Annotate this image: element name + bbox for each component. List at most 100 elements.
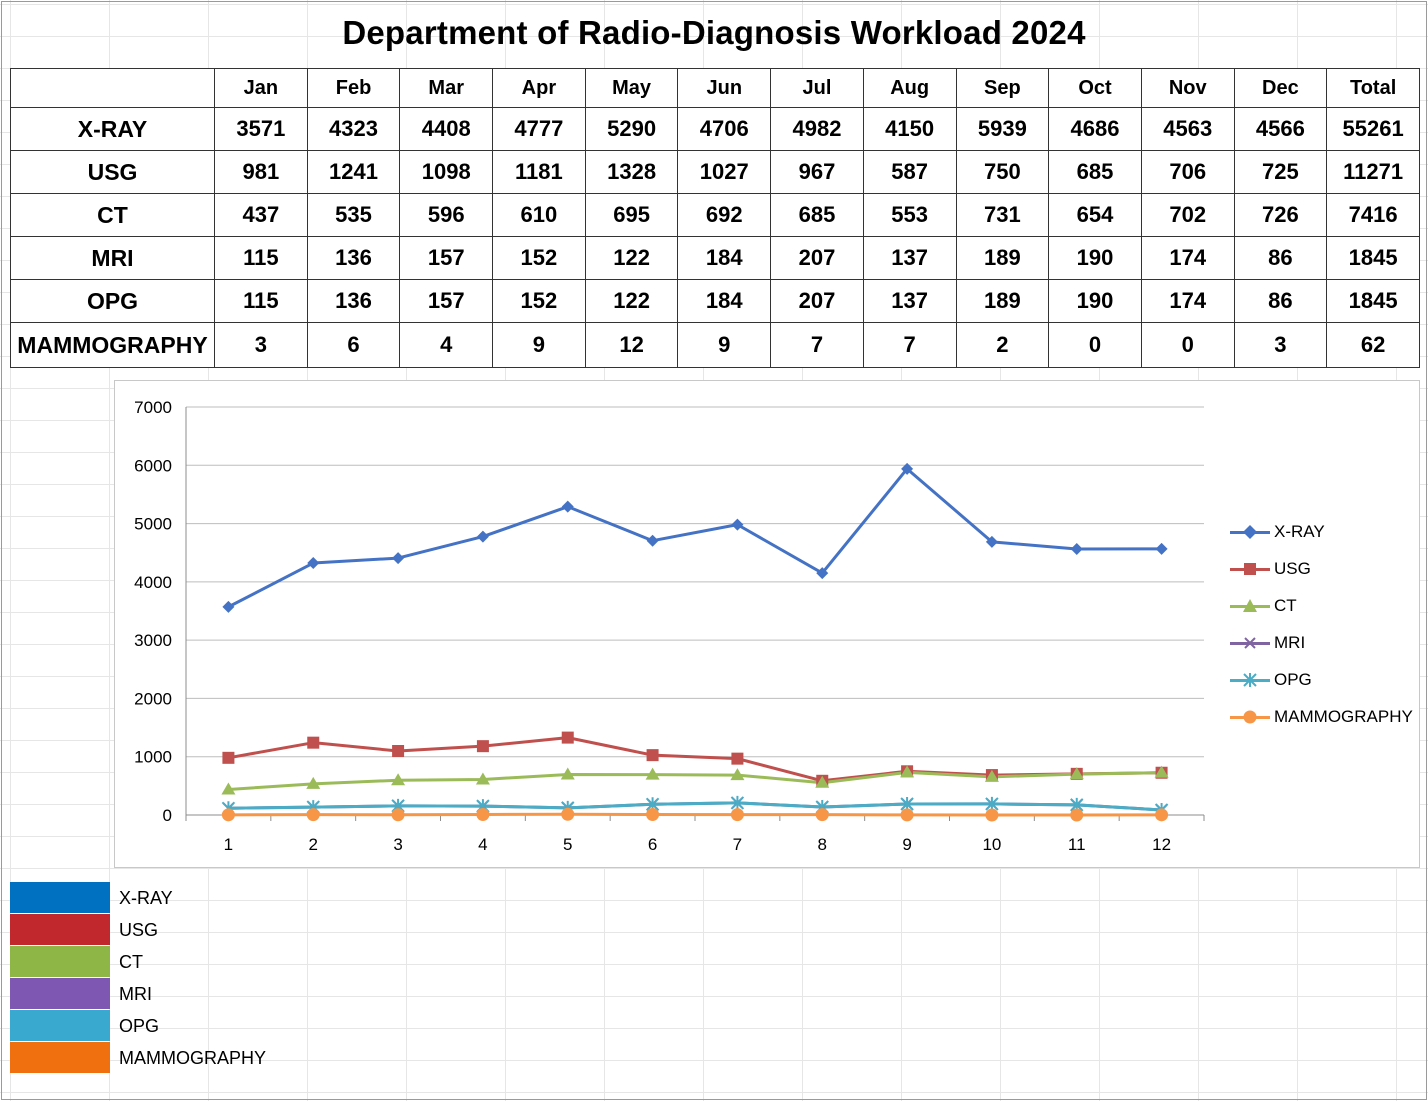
table-row: MAMMOGRAPHY 3 6 4 9 12 9 7 7 2 0 0 3 62 — [10, 322, 1420, 368]
x-tick-label: 6 — [648, 835, 657, 854]
table-cell: 184 — [677, 236, 772, 280]
column-header: Jun — [677, 68, 772, 108]
x-tick-label: 8 — [818, 835, 827, 854]
data-point — [730, 795, 745, 810]
x-tick-label: 4 — [478, 835, 487, 854]
data-point — [1154, 765, 1169, 778]
legend-marker-icon — [1243, 525, 1257, 539]
legend-label: USG — [1274, 559, 1311, 578]
series-line — [228, 770, 1162, 792]
column-header: Mar — [399, 68, 494, 108]
legend-item: CT — [1228, 594, 1428, 618]
table-cell: 12 — [584, 322, 679, 368]
table-cell: 1181 — [492, 150, 586, 194]
table-cell: 3 — [214, 322, 308, 368]
table-cell: 9 — [492, 322, 586, 368]
table-cell: 587 — [862, 150, 957, 194]
column-header: Aug — [862, 68, 957, 108]
data-point — [731, 518, 744, 531]
data-point — [646, 749, 659, 762]
data-point — [900, 808, 914, 822]
y-tick-label: 7000 — [134, 398, 172, 417]
data-point — [1155, 808, 1169, 822]
color-swatch — [10, 1010, 110, 1041]
data-point — [984, 769, 999, 782]
column-header: Oct — [1048, 68, 1142, 108]
table-cell: 4706 — [677, 107, 772, 151]
data-point — [646, 807, 660, 821]
data-point — [222, 600, 235, 613]
table-cell: 157 — [399, 279, 494, 323]
table-cell: 725 — [1233, 150, 1328, 194]
data-point — [222, 751, 235, 764]
y-tick-label: 3000 — [134, 631, 172, 650]
table-cell: 4563 — [1140, 107, 1235, 151]
data-point — [645, 767, 660, 780]
x-tick-label: 11 — [1068, 835, 1086, 854]
table-cell: 189 — [955, 279, 1050, 323]
table-row: X-RAY 3571 4323 4408 4777 5290 4706 4982 4150 593… — [10, 107, 1420, 151]
color-key-label: MRI — [119, 984, 152, 1004]
table-cell: 726 — [1233, 193, 1328, 237]
data-point — [815, 775, 830, 788]
data-point — [730, 768, 745, 781]
color-key-label: USG — [119, 920, 159, 940]
table-cell: 4777 — [492, 107, 586, 151]
table-cell: 137 — [862, 236, 957, 280]
row-header: CT — [10, 193, 215, 237]
data-point — [1070, 543, 1083, 556]
table-cell: 136 — [306, 279, 401, 323]
page-title: Department of Radio-Diagnosis Workload 2… — [342, 14, 1086, 51]
table-cell: 7 — [770, 322, 864, 368]
table-cell: 86 — [1233, 236, 1328, 280]
table-cell: 610 — [492, 193, 586, 237]
x-tick-label: 9 — [902, 835, 911, 854]
table-cell: 157 — [399, 236, 494, 280]
data-point — [1070, 808, 1084, 822]
data-point — [815, 808, 829, 822]
table-cell: 86 — [1233, 279, 1328, 323]
table-cell: 190 — [1048, 279, 1142, 323]
table-cell: 0 — [1048, 322, 1142, 368]
series-line — [228, 812, 1162, 817]
legend-label: OPG — [1274, 670, 1312, 689]
table-cell: 136 — [306, 236, 401, 280]
table-cell: 2 — [955, 322, 1050, 368]
table-cell: 3 — [1233, 322, 1328, 368]
legend-marker-icon — [1243, 710, 1257, 724]
table-cell: 4566 — [1233, 107, 1328, 151]
column-header: Sep — [955, 68, 1050, 108]
data-point — [1155, 542, 1168, 555]
data-point — [560, 767, 575, 780]
line-chart: 0 1000 2000 3000 4000 5000 6000 7000 1 2 3 4 5 6 7 8 9 10… — [114, 380, 1420, 868]
legend-label: CT — [1274, 596, 1297, 615]
color-key-label: CT — [119, 952, 143, 972]
table-cell: 9 — [677, 322, 772, 368]
table-row: MRI 115 136 157 152 122 184 207 137 189 190 174 86 18… — [10, 236, 1420, 280]
table-cell: 115 — [214, 279, 308, 323]
x-tick-label: 1 — [224, 835, 233, 854]
data-point — [306, 808, 320, 822]
series-line — [228, 801, 1162, 812]
table-cell: 3571 — [214, 107, 308, 151]
total-cell: 55261 — [1326, 107, 1420, 151]
table-cell: 184 — [677, 279, 772, 323]
table-cell: 122 — [584, 279, 679, 323]
legend-marker-icon — [1243, 673, 1257, 687]
data-point — [1069, 767, 1084, 780]
color-swatch — [10, 882, 110, 913]
column-header: Jan — [214, 68, 308, 108]
x-tick-label: 12 — [1152, 835, 1171, 854]
table-cell: 695 — [584, 193, 679, 237]
table-cell: 1241 — [306, 150, 401, 194]
y-tick-label: 1000 — [134, 748, 172, 767]
legend-item: MRI — [1228, 631, 1428, 655]
table-cell: 207 — [770, 236, 864, 280]
table-cell: 137 — [862, 279, 957, 323]
data-point — [475, 772, 490, 785]
data-point — [985, 808, 999, 822]
table-cell: 731 — [955, 193, 1050, 237]
data-point — [307, 557, 320, 570]
